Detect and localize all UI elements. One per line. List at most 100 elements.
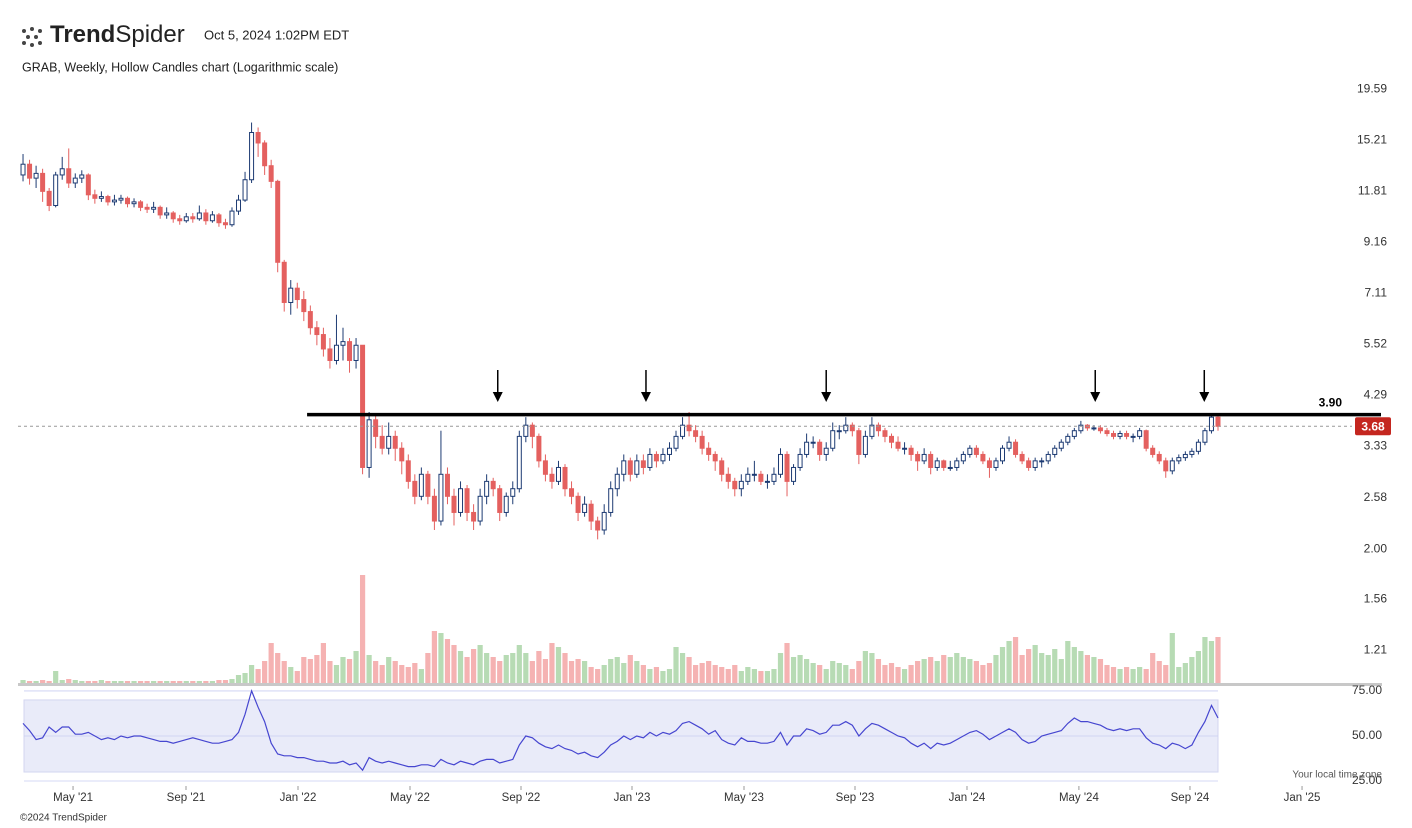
candle-body — [484, 480, 490, 497]
volume-bar — [888, 663, 895, 683]
volume-bar — [366, 655, 372, 683]
volume-bar — [307, 659, 313, 683]
volume-bar — [151, 681, 157, 683]
candle-body — [869, 424, 875, 437]
candle-body — [1182, 453, 1188, 459]
candle-body — [1202, 430, 1208, 443]
volume-bar — [46, 681, 52, 683]
volume-bar — [719, 667, 725, 683]
candle-body — [438, 473, 444, 522]
volume-bar — [928, 657, 934, 683]
volume-bar — [679, 653, 686, 683]
arrow-head — [1199, 392, 1210, 402]
candle-body — [751, 473, 757, 476]
volume-bar — [1078, 651, 1084, 683]
candle-body — [1065, 435, 1071, 443]
candle-body — [693, 430, 699, 437]
candle-body — [1117, 433, 1123, 437]
candle-body — [947, 466, 953, 469]
candle-body — [621, 460, 627, 475]
volume-bar — [895, 667, 901, 683]
arrow-head — [492, 392, 503, 402]
candle-body — [307, 311, 313, 329]
volume-bar — [666, 669, 673, 683]
volume-bar — [59, 680, 65, 683]
timezone-note: Your local time zone — [1292, 770, 1382, 781]
candle-body — [1104, 430, 1110, 435]
candle-body — [738, 480, 744, 490]
candle-body — [549, 473, 555, 482]
candle-body — [196, 212, 202, 220]
candle-body — [986, 460, 992, 468]
volume-bar — [575, 659, 581, 683]
volume-bar — [405, 667, 411, 683]
candle-body — [908, 447, 914, 455]
candle-body — [1124, 433, 1130, 437]
volume-bar — [359, 575, 366, 683]
x-tick-label: Sep '21 — [167, 792, 206, 804]
candle-body — [699, 435, 705, 449]
volume-bar — [1176, 667, 1182, 683]
volume-bar — [738, 671, 744, 683]
rsi-tick-label: 50.00 — [1352, 728, 1382, 742]
candle-body — [725, 473, 731, 482]
volume-bar — [131, 681, 137, 683]
volume-bar — [1195, 651, 1202, 683]
candle-body — [262, 142, 268, 167]
volume-bar — [1182, 663, 1188, 683]
candle-body — [425, 473, 431, 497]
candle-body — [33, 172, 39, 179]
volume-bar — [418, 669, 424, 683]
volume-bar — [477, 645, 483, 683]
y-tick-label: 19.59 — [1357, 81, 1387, 95]
candle-body — [1208, 416, 1214, 432]
volume-bar — [595, 669, 601, 683]
candle-body — [242, 179, 248, 201]
candle-body — [249, 132, 255, 181]
volume-bar — [693, 665, 699, 683]
candle-body — [72, 177, 78, 184]
volume-bar — [1163, 665, 1169, 683]
candle-body — [771, 473, 777, 482]
candle-body — [301, 299, 307, 313]
candle-body — [973, 447, 979, 455]
volume-bar — [1208, 641, 1215, 683]
volume-bar — [973, 661, 979, 683]
volume-bar — [1117, 669, 1123, 683]
candle-body — [1045, 453, 1051, 462]
volume-bar — [137, 681, 144, 683]
volume-bar — [960, 657, 966, 683]
x-tick-label: Jan '23 — [614, 792, 651, 804]
candle-body — [157, 206, 163, 216]
volume-bar — [523, 653, 529, 683]
candle-body — [275, 180, 281, 263]
candle-body — [125, 197, 131, 205]
volume-bar — [1084, 655, 1090, 683]
candle-body — [634, 460, 640, 475]
volume-bar — [1065, 641, 1071, 683]
candle-body — [281, 261, 287, 303]
volume-bar — [810, 663, 816, 683]
volume-bar — [399, 665, 405, 683]
volume-bar — [745, 667, 751, 683]
volume-bar — [98, 680, 104, 683]
candle-body — [190, 216, 196, 220]
volume-bar — [862, 651, 868, 683]
candle-body — [719, 460, 725, 475]
candle-body — [111, 199, 117, 203]
volume-bar — [771, 669, 777, 683]
candle-body — [640, 460, 646, 468]
candle-body — [366, 419, 372, 468]
candle-body — [471, 511, 477, 522]
volume-bar — [790, 657, 797, 683]
candle-body — [797, 453, 803, 468]
candle-body — [444, 473, 450, 497]
y-tick-label: 7.11 — [1365, 286, 1388, 300]
volume-bar — [444, 639, 451, 683]
volume-bar — [392, 661, 398, 683]
candle-body — [405, 460, 411, 482]
volume-bar — [301, 657, 307, 683]
volume-bar — [431, 631, 438, 683]
y-tick-label: 3.33 — [1364, 439, 1388, 453]
x-tick-label: Jan '24 — [949, 792, 986, 804]
